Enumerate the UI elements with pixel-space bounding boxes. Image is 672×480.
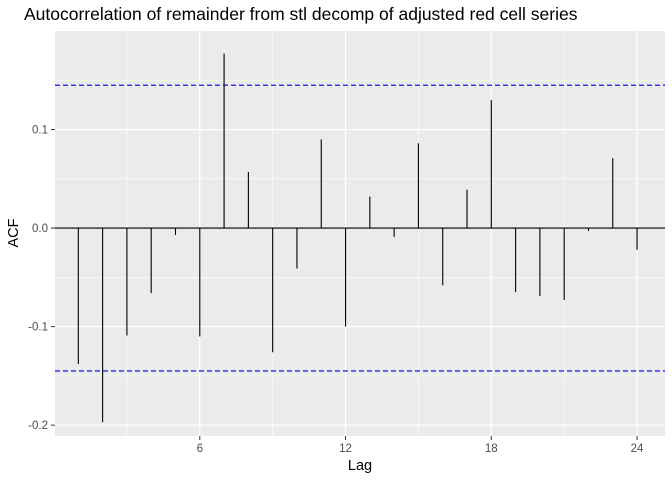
confidence-bounds <box>55 84 665 372</box>
y-tick-label: 0.0 <box>32 223 48 235</box>
y-tick-label: -0.2 <box>28 420 48 432</box>
y-tick-label: -0.1 <box>28 322 48 334</box>
x-tick-label: 12 <box>339 443 352 455</box>
chart-title: Autocorrelation of remainder from stl de… <box>24 4 578 24</box>
x-axis-ticks: 6 12 18 24 <box>197 436 644 455</box>
x-tick-label: 6 <box>197 443 203 455</box>
x-axis-title: Lag <box>348 458 372 474</box>
plot-panel <box>55 31 665 436</box>
x-tick-label: 24 <box>631 443 644 455</box>
acf-bars <box>77 53 638 423</box>
x-tick-label: 18 <box>485 443 498 455</box>
y-axis-title: ACF <box>6 218 22 247</box>
y-axis-ticks: -0.2 -0.1 0.0 0.1 <box>28 125 55 432</box>
grid-minor <box>55 31 665 436</box>
y-tick-label: 0.1 <box>32 125 48 137</box>
